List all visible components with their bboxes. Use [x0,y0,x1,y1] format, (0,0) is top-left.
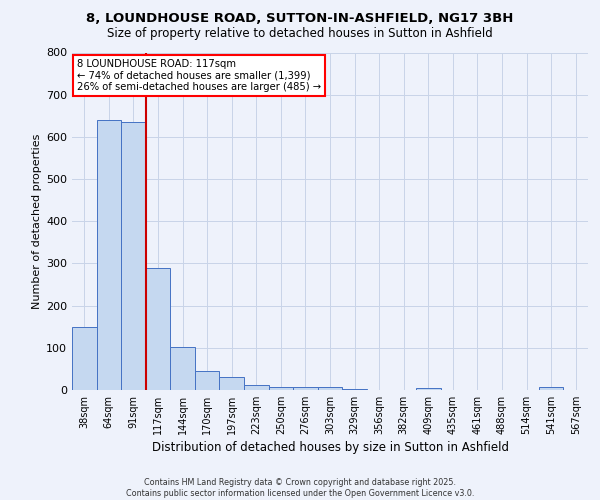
Text: 8 LOUNDHOUSE ROAD: 117sqm
← 74% of detached houses are smaller (1,399)
26% of se: 8 LOUNDHOUSE ROAD: 117sqm ← 74% of detac… [77,59,321,92]
Bar [244,385,269,390]
Bar [293,386,318,390]
Y-axis label: Number of detached properties: Number of detached properties [32,134,42,309]
Text: Contains HM Land Registry data © Crown copyright and database right 2025.
Contai: Contains HM Land Registry data © Crown c… [126,478,474,498]
Text: 8, LOUNDHOUSE ROAD, SUTTON-IN-ASHFIELD, NG17 3BH: 8, LOUNDHOUSE ROAD, SUTTON-IN-ASHFIELD, … [86,12,514,26]
Bar [416,388,440,390]
Bar [539,386,563,390]
Bar [269,386,293,390]
Bar [146,268,170,390]
Text: Size of property relative to detached houses in Sutton in Ashfield: Size of property relative to detached ho… [107,28,493,40]
X-axis label: Distribution of detached houses by size in Sutton in Ashfield: Distribution of detached houses by size … [151,441,509,454]
Bar [195,370,220,390]
Bar [121,122,146,390]
Bar [97,120,121,390]
Bar [220,378,244,390]
Bar [170,346,195,390]
Bar [342,388,367,390]
Bar [72,326,97,390]
Bar [318,386,342,390]
